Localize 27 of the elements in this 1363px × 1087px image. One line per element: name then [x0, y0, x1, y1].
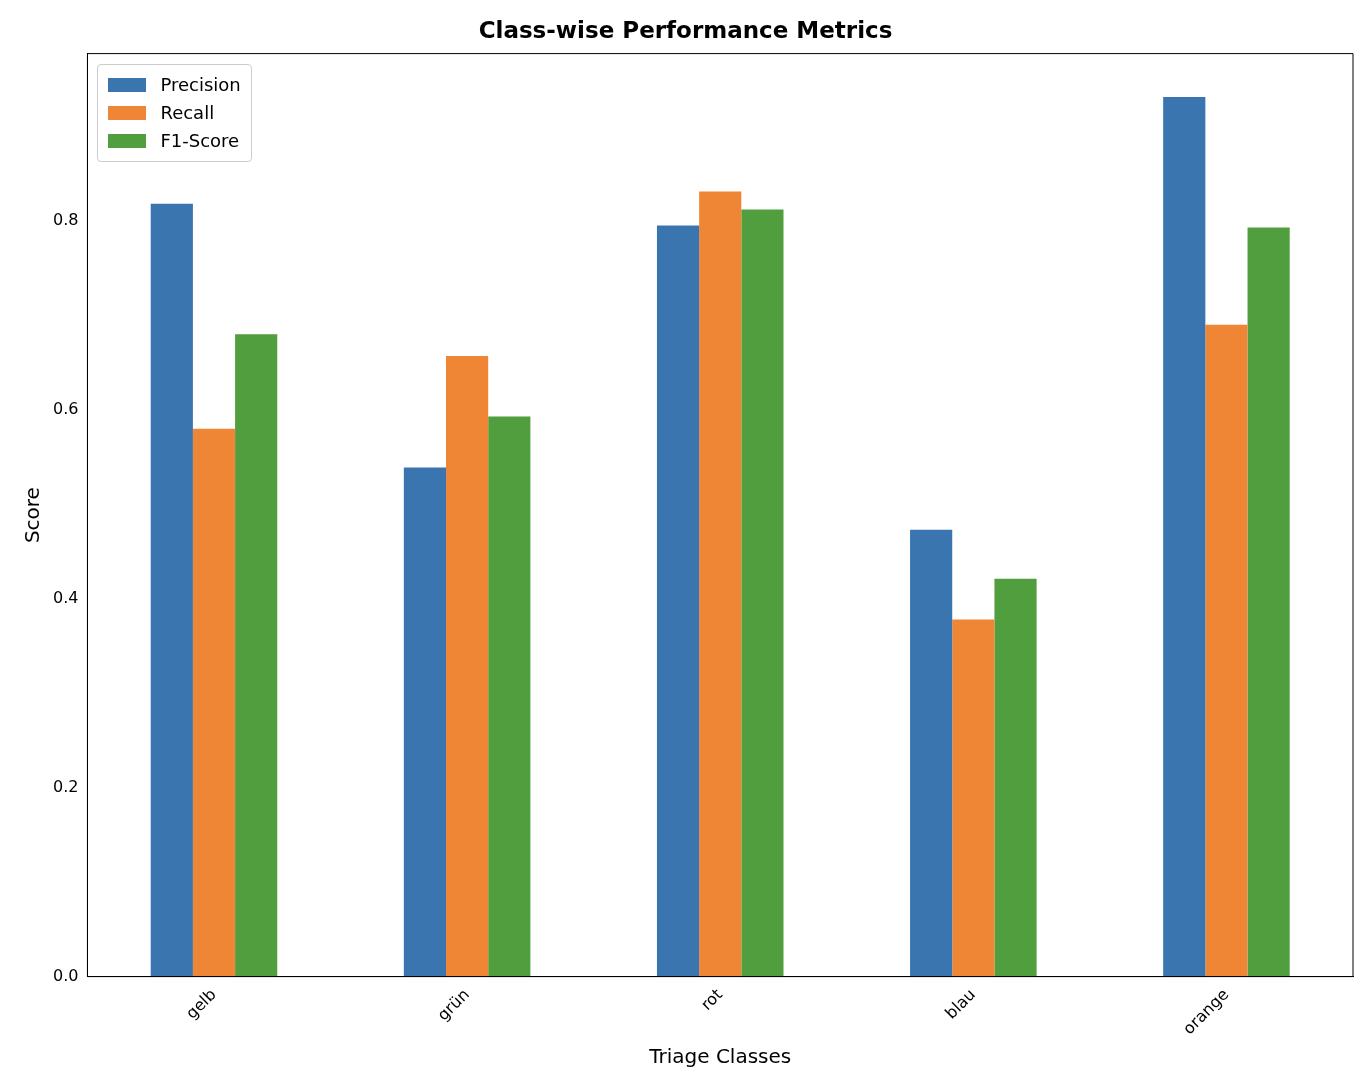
bar: [952, 619, 995, 977]
bar: [488, 416, 531, 977]
bar: [150, 203, 193, 977]
bar: [741, 209, 784, 977]
y-tick-label: 0.4: [52, 587, 79, 607]
y-tick-label: 0.6: [52, 398, 79, 418]
bar: [446, 355, 489, 977]
bar: [192, 428, 236, 977]
bar: [403, 467, 447, 977]
y-tick-label: 0.0: [52, 965, 79, 985]
bar: [235, 334, 278, 977]
y-tick-label: 0.2: [52, 776, 79, 796]
bar: [1247, 227, 1290, 977]
bar: [1205, 324, 1248, 977]
bar: [994, 578, 1037, 977]
bar: [699, 191, 742, 977]
bar: [1163, 97, 1206, 977]
x-axis-title: Triage Classes: [648, 1044, 792, 1069]
y-tick-label: 0.8: [52, 209, 79, 229]
legend-label: F1-Score: [160, 128, 240, 153]
chart-title: Class-wise Performance Metrics: [478, 16, 893, 43]
bar: [910, 529, 953, 977]
x-tick-label: rot: [696, 984, 726, 1014]
legend-label: Recall: [160, 100, 215, 125]
bar: [656, 225, 700, 977]
legend-label: Precision: [160, 72, 241, 97]
y-axis-title: Score: [20, 487, 45, 544]
